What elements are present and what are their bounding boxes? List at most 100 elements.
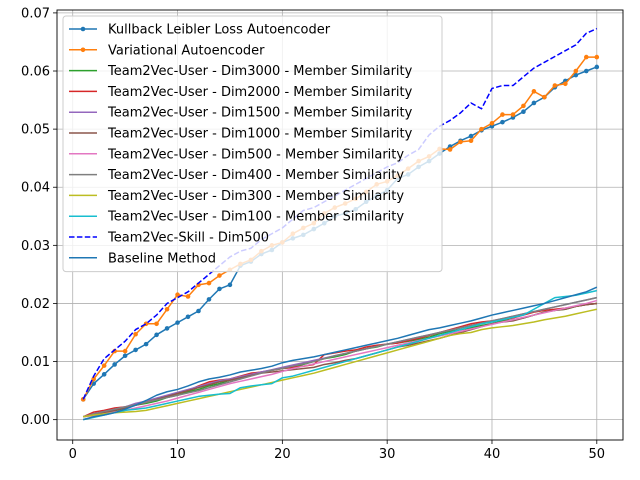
legend-label: Kullback Leibler Loss Autoencoder <box>108 23 331 38</box>
data-point <box>133 347 138 353</box>
data-point <box>584 68 589 74</box>
data-point <box>479 126 484 132</box>
legend-label: Team2Vec-User - Dim100 - Member Similari… <box>107 210 404 225</box>
data-point <box>468 133 474 139</box>
data-point <box>206 280 212 286</box>
legend-item: Team2Vec-User - Dim500 - Member Similari… <box>69 147 404 162</box>
legend-item: Team2Vec-User - Dim2000 - Member Similar… <box>69 85 413 100</box>
y-tick-label: 0.03 <box>21 239 50 254</box>
data-point <box>122 353 128 359</box>
legend-label: Team2Vec-Skill - Dim500 <box>107 231 269 246</box>
series-team2vec-user-dim400-member-similarity <box>82 296 597 418</box>
data-point <box>164 326 170 331</box>
data-point <box>563 81 568 87</box>
data-point <box>573 72 579 78</box>
legend-item: Team2Vec-User - Dim300 - Member Similari… <box>69 189 404 204</box>
legend-label: Variational Autoencoder <box>108 43 265 58</box>
series-team2vec-user-dim1000-member-similarity <box>83 302 597 418</box>
data-point <box>552 83 558 88</box>
legend-item: Team2Vec-User - Dim3000 - Member Similar… <box>69 64 413 79</box>
data-point <box>164 306 170 312</box>
data-point <box>521 103 526 109</box>
legend-label: Team2Vec-User - Dim1500 - Member Similar… <box>107 106 413 121</box>
legend-label: Team2Vec-User - Dim500 - Member Similari… <box>107 147 404 162</box>
data-point <box>175 292 180 298</box>
y-tick-label: 0.00 <box>21 413 50 428</box>
x-tick-label: 30 <box>379 447 396 462</box>
series-line <box>83 299 598 418</box>
legend-label: Team2Vec-User - Dim2000 - Member Similar… <box>107 85 413 100</box>
legend-label: Baseline Method <box>108 251 216 266</box>
data-point <box>143 341 149 347</box>
legend-marker <box>80 47 86 53</box>
y-tick-label: 0.06 <box>21 65 50 80</box>
x-tick-label: 0 <box>69 447 77 462</box>
data-point <box>573 68 579 74</box>
y-tick-label: 0.04 <box>21 181 50 196</box>
data-point <box>584 54 589 60</box>
data-point <box>531 100 537 106</box>
data-point <box>133 331 138 337</box>
data-point <box>542 94 547 100</box>
data-point <box>510 112 516 117</box>
series-team2vec-user-dim500-member-similarity <box>83 299 598 418</box>
series-line <box>83 302 597 418</box>
series-line <box>83 286 598 421</box>
legend-item: Kullback Leibler Loss Autoencoder <box>69 23 331 38</box>
data-point <box>185 314 191 320</box>
data-point <box>101 363 107 368</box>
data-point <box>196 308 201 314</box>
legend-item: Team2Vec-User - Dim1500 - Member Similar… <box>69 106 413 121</box>
data-point <box>122 348 128 354</box>
series-team2vec-user-dim300-member-similarity <box>83 308 597 418</box>
data-point <box>217 286 222 292</box>
legend-label: Team2Vec-User - Dim1000 - Member Similar… <box>107 127 413 142</box>
series-line <box>83 289 597 421</box>
data-point <box>217 273 222 278</box>
data-point <box>206 297 212 302</box>
y-tick-label: 0.05 <box>21 123 50 138</box>
legend-marker <box>80 26 86 32</box>
tick-layer: 0 10 20 30 40 50 0.00 0.01 0.02 0.03 0.04 0.05 0.06 0… <box>21 6 605 462</box>
plot-frame <box>56 9 624 441</box>
legend-item: Team2Vec-User - Dim100 - Member Similari… <box>69 210 404 225</box>
series-line <box>82 296 597 418</box>
data-point <box>531 89 537 94</box>
data-point <box>521 109 526 114</box>
data-point <box>447 147 453 152</box>
x-tick-label: 40 <box>484 447 501 462</box>
x-tick-label: 20 <box>274 447 291 462</box>
legend-label: Team2Vec-User - Dim300 - Member Similari… <box>107 189 404 204</box>
series-line <box>83 308 597 418</box>
data-point <box>594 64 600 70</box>
x-tick-label: 10 <box>169 447 186 462</box>
x-tick-label: 50 <box>589 447 606 462</box>
legend-item: Team2Vec-User - Dim400 - Member Similari… <box>69 168 404 183</box>
data-point <box>500 119 505 125</box>
legend-item: Team2Vec-Skill - Dim500 <box>69 231 269 246</box>
data-point <box>185 294 191 299</box>
data-point <box>594 54 600 60</box>
data-point <box>468 138 474 144</box>
data-point <box>154 321 159 327</box>
legend: Kullback Leibler Loss Autoencoder Variati… <box>62 15 443 273</box>
data-point <box>500 112 505 117</box>
series-team2vec-user-dim100-member-similarity <box>83 289 597 421</box>
legend-label: Team2Vec-User - Dim3000 - Member Similar… <box>107 64 413 79</box>
data-point <box>112 362 117 367</box>
data-point <box>101 372 107 377</box>
series-baseline-method <box>83 286 598 421</box>
legend-box <box>62 15 443 273</box>
data-point <box>91 376 96 382</box>
data-point <box>227 282 233 288</box>
legend-item: Variational Autoencoder <box>69 43 265 58</box>
data-point <box>154 332 159 338</box>
y-tick-label: 0.02 <box>21 297 50 312</box>
data-point <box>175 320 180 325</box>
legend-label: Team2Vec-User - Dim400 - Member Similari… <box>107 168 404 183</box>
y-tick-label: 0.07 <box>21 6 50 21</box>
legend-item: Team2Vec-User - Dim1000 - Member Similar… <box>69 127 413 142</box>
legend-item: Baseline Method <box>69 251 216 266</box>
data-point <box>458 139 463 145</box>
